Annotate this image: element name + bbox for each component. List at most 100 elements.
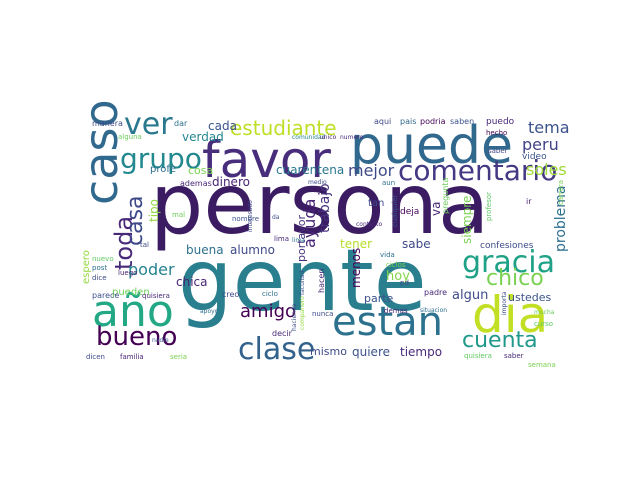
word-cualquier: cualquier (391, 194, 399, 227)
word-quiere: quiere (352, 345, 390, 359)
word-mal: mal (172, 211, 186, 219)
word-pregunta: pregunta (441, 177, 450, 214)
word-ver: ver (124, 107, 173, 142)
word-nombre: nombre (232, 215, 260, 223)
word-comentario: comentario (398, 154, 558, 187)
word-cuenta: cuenta (462, 328, 538, 353)
word-saben: saben (450, 117, 475, 126)
word-gracia: gracia (462, 245, 555, 280)
word-companero: companero (299, 296, 306, 330)
word-importa: importa (501, 291, 508, 316)
word-pais: pais (400, 117, 417, 126)
word-parece: parece (92, 291, 120, 300)
word-puede: puede (350, 116, 513, 176)
word-persona: persona (150, 155, 490, 253)
word-amigo: amigo (240, 301, 297, 322)
word-situacion: situacion (420, 307, 448, 314)
word-cuarentena: cuarentena (276, 163, 345, 177)
word-quisiera-2: quisiera (464, 352, 492, 360)
word-bueno: bueno (96, 322, 178, 352)
word-cosa: cosa (188, 164, 214, 177)
word-hacienda: hacienda (291, 303, 298, 331)
word-lima-2: lima (292, 237, 305, 244)
word-chica: chica (176, 275, 208, 289)
word-soles: soles (526, 160, 567, 179)
word-nunca: nunca (312, 310, 334, 318)
word-aqui: aqui (374, 117, 392, 126)
word-siempre: siempre (460, 195, 474, 244)
word-apoyo: apoyo (200, 308, 219, 315)
word-demas: demas (384, 307, 408, 315)
word-carrera: carrera (557, 179, 565, 205)
word-dar: dar (174, 119, 188, 128)
word-podria: podria (420, 117, 446, 126)
word-semana: semana (528, 361, 556, 369)
word-caso: caso (74, 99, 128, 205)
word-hecho: hecho (486, 129, 508, 137)
word-parte: parte (364, 292, 394, 305)
word-familia: familia (120, 353, 144, 361)
word-tal: tal (140, 241, 149, 249)
word-ano: año (92, 286, 174, 337)
word-alguna: alguna (118, 133, 142, 141)
word-favor: favor (202, 131, 331, 189)
word-peru: peru (522, 135, 559, 154)
word-chico: chico (486, 266, 544, 291)
word-poder: poder (128, 260, 175, 279)
word-algun: algun (452, 288, 489, 303)
word-curso: curso (534, 320, 554, 328)
word-seria: seria (170, 353, 188, 361)
word-grupo: grupo (120, 142, 202, 175)
word-mismo: mismo (310, 345, 347, 358)
word-pd: pd (400, 279, 409, 287)
word-alumno: alumno (230, 243, 275, 257)
word-trabajo: trabajo (317, 183, 333, 233)
word-post: post (92, 264, 108, 272)
word-sabe: sabe (402, 237, 431, 251)
word-facultad: facultad (299, 270, 306, 295)
word-da: da (272, 214, 280, 221)
word-profesor: profesor (485, 191, 493, 221)
word-estudiante: estudiante (230, 116, 337, 140)
word-verdad: verdad (182, 130, 224, 144)
word-padre: padre (424, 288, 448, 297)
word-hoy: hoy (386, 269, 410, 284)
word-clase: clase (238, 332, 316, 367)
word-aun: aun (382, 179, 396, 187)
word-cada: cada (208, 119, 237, 133)
word-tener: tener (340, 237, 373, 251)
word-buena: buena (186, 243, 224, 257)
word-creo: creo (222, 290, 240, 299)
word-video: video (522, 152, 547, 162)
word-deja: deja (400, 207, 420, 217)
word-tema: tema (528, 118, 570, 137)
word-nadie: nadie (152, 337, 169, 344)
word-unico: unico (320, 134, 337, 141)
word-saber-2: saber (504, 352, 524, 360)
word-mucha: mucha (534, 309, 555, 316)
word-gente: gente (178, 231, 427, 331)
word-quisiera: quisiera (142, 292, 170, 300)
word-nuevo: nuevo (92, 255, 114, 263)
word-tan: tan (368, 198, 385, 209)
word-tipo: tipo (147, 199, 161, 222)
word-luego: luego (118, 269, 138, 277)
word-pueden: pueden (112, 287, 150, 298)
word-mejor: mejor (348, 161, 395, 180)
word-ir: ir (526, 197, 532, 206)
word-decir: decir (272, 329, 292, 338)
word-manera: manera (92, 119, 123, 128)
word-dicen: dicen (86, 353, 105, 361)
word-dice: dice (92, 274, 107, 282)
word-puedo: puedo (486, 117, 515, 127)
word-medio: medio (308, 179, 327, 186)
word-espero: espero (81, 250, 92, 284)
word-contacto: contacto (356, 221, 383, 228)
word-interesado: interesado (247, 200, 254, 232)
word-numero: numero (340, 134, 364, 141)
word-ciclos: ciclos (386, 261, 406, 269)
word-dia: dia (472, 286, 549, 344)
word-profe: profe (150, 164, 177, 175)
word-hacen: hacen (317, 268, 326, 293)
